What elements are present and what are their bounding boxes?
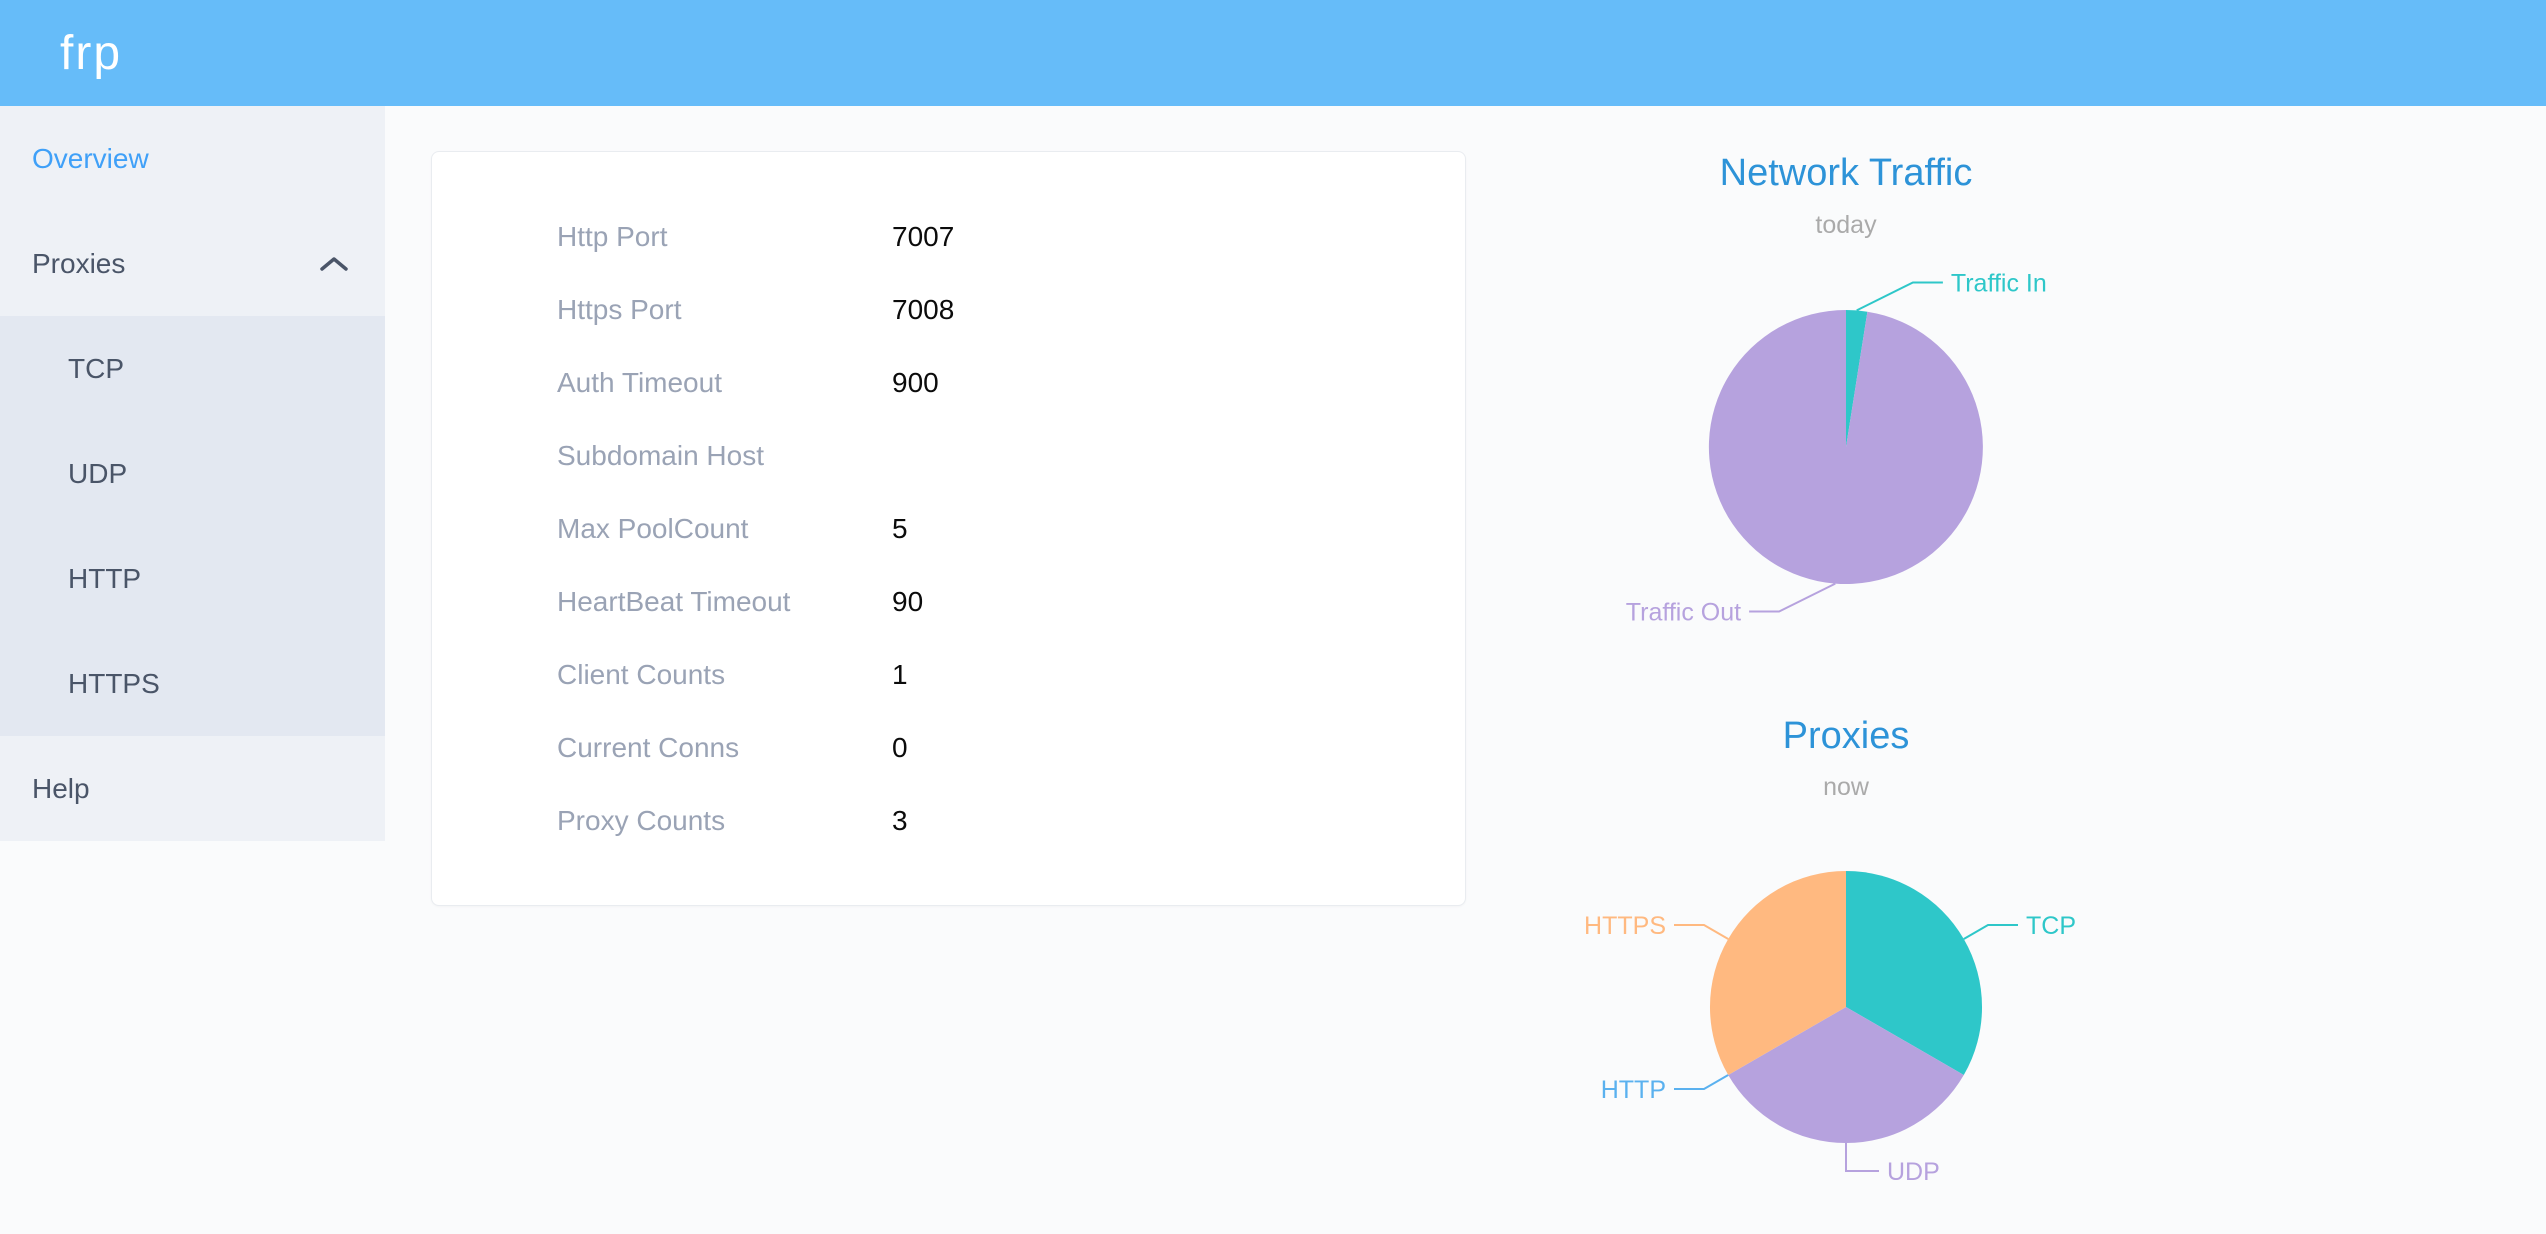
info-row: Client Counts 1 (432, 638, 1465, 711)
sidebar-item-label: Overview (32, 142, 149, 174)
chart-title: Proxies (1782, 715, 1910, 757)
pie-label-tcp: TCP (2026, 912, 2076, 940)
pie-label-line-http (1674, 1074, 1729, 1090)
pie-label-http: HTTP (1601, 1076, 1666, 1104)
pie-label-line-tcp (1963, 924, 2018, 940)
pie-label-https: HTTPS (1584, 912, 1666, 940)
info-row: Proxy Counts 3 (432, 784, 1465, 857)
network-traffic-chart: Traffic In Traffic Out Network Traffic to… (1546, 140, 2146, 706)
pie-slice-tcp (1846, 871, 1983, 1075)
sidebar-item-label: UDP (68, 457, 128, 489)
network-traffic-pie: Traffic In Traffic Out (1626, 270, 2047, 627)
app-logo: frp (60, 26, 123, 80)
pie-label-line-https (1674, 924, 1729, 940)
pie-slice-traffic-in (1846, 310, 1868, 447)
chart-subtitle: today (1815, 211, 1877, 239)
info-label: Http Port (557, 220, 668, 252)
sidebar-item-label: Help (32, 772, 90, 804)
info-value: 900 (892, 366, 939, 398)
info-label: Proxy Counts (557, 804, 726, 836)
info-value: 7008 (892, 293, 955, 325)
info-row: Current Conns 0 (432, 711, 1465, 784)
chart-subtitle: now (1823, 773, 1869, 801)
info-label: Client Counts (557, 658, 726, 690)
sidebar-item-https[interactable]: HTTPS (0, 631, 385, 736)
pie-label-traffic-in: Traffic In (1951, 270, 2047, 298)
main-content: Http Port 7007 Https Port 7008 Auth Time… (385, 106, 2546, 1234)
pie-label-udp: UDP (1887, 1158, 1940, 1186)
pie-label-line-udp (1845, 1143, 1879, 1172)
sidebar-item-label: TCP (68, 352, 124, 384)
info-row: Http Port 7007 (432, 200, 1465, 273)
sidebar-menu: Overview Proxies TCP UDP HTTP HTTPS Help (0, 106, 385, 841)
proxies-chart: TCP UDP HTTP HTTPS Proxies now (1546, 700, 2146, 1234)
info-value: 5 (892, 512, 908, 544)
pie-label-traffic-out: Traffic Out (1626, 599, 1741, 627)
info-value: 1 (892, 658, 908, 690)
pie-slice-https (1709, 871, 1846, 1075)
info-value: 3 (892, 804, 908, 836)
sidebar: Overview Proxies TCP UDP HTTP HTTPS Help (0, 106, 385, 1234)
info-label: Subdomain Host (557, 439, 765, 471)
info-value: 0 (892, 731, 908, 763)
info-row: Auth Timeout 900 (432, 346, 1465, 419)
info-row: Subdomain Host (432, 419, 1465, 492)
info-value: 90 (892, 585, 924, 617)
sidebar-item-tcp[interactable]: TCP (0, 316, 385, 421)
sidebar-item-proxies[interactable]: Proxies (0, 211, 385, 316)
sidebar-item-overview[interactable]: Overview (0, 106, 385, 211)
sidebar-item-http[interactable]: HTTP (0, 526, 385, 631)
info-row: Max PoolCount 5 (432, 492, 1465, 565)
info-label: HeartBeat Timeout (557, 585, 791, 617)
sidebar-submenu-proxies: TCP UDP HTTP HTTPS (0, 316, 385, 736)
pie-slice-udp (1728, 1007, 1964, 1144)
sidebar-item-label: HTTP (68, 562, 142, 594)
sidebar-item-label: HTTPS (68, 667, 160, 699)
app-header: frp (0, 0, 2546, 106)
sidebar-item-label: Proxies (32, 247, 126, 279)
sidebar-item-help[interactable]: Help (0, 736, 385, 841)
info-label: Auth Timeout (557, 366, 722, 398)
info-label: Current Conns (557, 731, 740, 763)
info-label: Max PoolCount (557, 512, 749, 544)
info-row: HeartBeat Timeout 90 (432, 565, 1465, 638)
chevron-up-icon[interactable] (319, 255, 349, 273)
sidebar-item-udp[interactable]: UDP (0, 421, 385, 526)
pie-label-line-traffic-in (1856, 281, 1943, 312)
server-configuration-card: Http Port 7007 Https Port 7008 Auth Time… (431, 151, 1466, 906)
pie-slice-traffic-out (1708, 310, 1983, 584)
pie-label-line-traffic-out (1749, 582, 1836, 613)
info-row: Https Port 7008 (432, 273, 1465, 346)
chart-title: Network Traffic (1719, 152, 1973, 194)
info-label: Https Port (557, 293, 682, 325)
info-value: 7007 (892, 220, 955, 252)
proxies-pie: TCP UDP HTTP HTTPS (1584, 871, 2076, 1186)
